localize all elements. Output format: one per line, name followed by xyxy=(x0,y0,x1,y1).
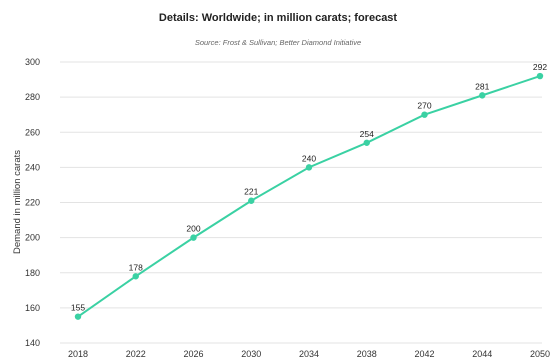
y-tick-label: 240 xyxy=(25,162,40,172)
y-tick-label: 300 xyxy=(25,57,40,67)
data-point xyxy=(190,234,197,241)
data-point xyxy=(363,139,370,146)
x-tick-label: 2034 xyxy=(299,349,319,359)
x-tick-label: 2050 xyxy=(530,349,550,359)
x-tick-label: 2026 xyxy=(183,349,203,359)
data-label: 221 xyxy=(244,187,258,197)
x-tick-label: 2038 xyxy=(357,349,377,359)
data-point xyxy=(132,273,139,280)
y-tick-label: 200 xyxy=(25,233,40,243)
y-tick-label: 280 xyxy=(25,92,40,102)
data-label: 240 xyxy=(302,153,316,163)
y-tick-label: 220 xyxy=(25,198,40,208)
data-point xyxy=(479,92,486,99)
chart-title: Details: Worldwide; in million carats; f… xyxy=(158,12,398,24)
data-label: 292 xyxy=(533,62,547,72)
y-tick-label: 140 xyxy=(25,338,40,348)
data-point xyxy=(74,313,82,320)
y-tick-label: 260 xyxy=(25,127,40,137)
data-label: 155 xyxy=(71,303,85,313)
x-tick-label: 2018 xyxy=(68,349,88,359)
y-tick-label: 160 xyxy=(25,303,40,313)
y-tick-label: 180 xyxy=(25,268,40,278)
series-line xyxy=(77,75,541,318)
data-label: 281 xyxy=(475,81,489,91)
x-tick-label: 2042 xyxy=(414,349,434,359)
data-label: 254 xyxy=(360,129,374,139)
data-label: 200 xyxy=(186,224,200,234)
x-tick-label: 2022 xyxy=(126,349,146,359)
data-point xyxy=(305,164,313,171)
data-label: 270 xyxy=(417,101,431,111)
data-point xyxy=(248,197,255,204)
chart-subtitle: Source: Frost & Sullivan; Better Diamond… xyxy=(194,38,362,47)
y-axis-label: Demand in million carats xyxy=(12,150,23,254)
x-tick-label: 2044 xyxy=(472,349,492,359)
data-label: 178 xyxy=(129,262,143,272)
data-point xyxy=(536,72,544,80)
data-point xyxy=(421,111,428,118)
x-tick-label: 2030 xyxy=(241,349,261,359)
